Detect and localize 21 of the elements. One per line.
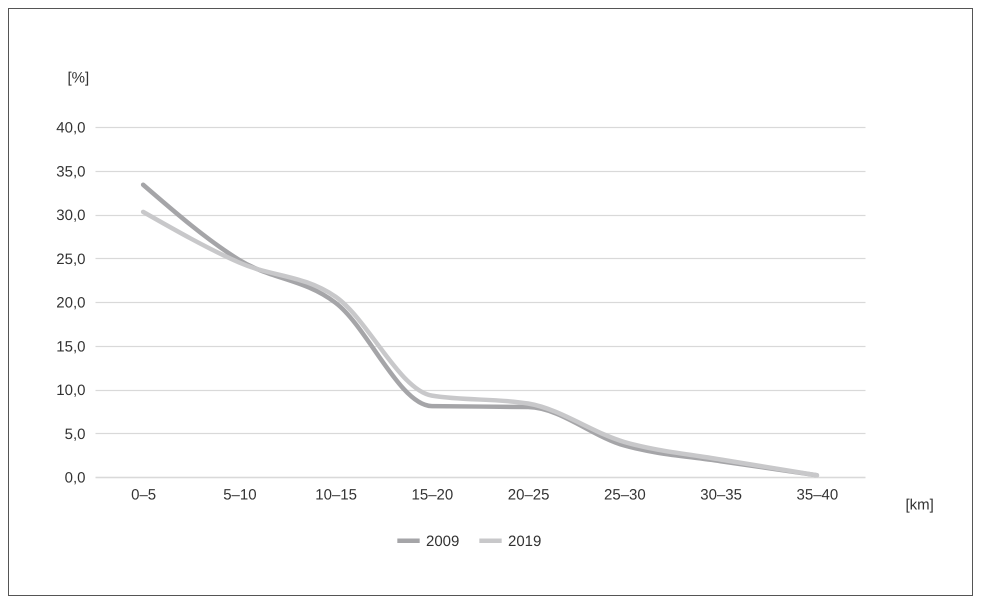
x-tick-label: 10–15 <box>315 486 357 504</box>
y-tick-label: 10,0 <box>56 382 86 399</box>
x-tick-label: 30–35 <box>700 486 742 504</box>
x-tick-label: 35–40 <box>796 486 838 504</box>
x-axis-title: [km] <box>906 496 934 514</box>
y-tick-label: 0,0 <box>64 470 86 486</box>
x-tick-label: 20–25 <box>508 486 550 504</box>
legend-label: 2009 <box>426 532 460 550</box>
y-tick-label: 40,0 <box>56 120 86 136</box>
x-tick-label: 15–20 <box>412 486 454 504</box>
x-tick-label: 25–30 <box>604 486 646 504</box>
y-tick-label: 15,0 <box>56 338 86 356</box>
x-tick-label: 5–10 <box>223 486 257 504</box>
y-tick-label: 25,0 <box>56 250 86 268</box>
y-axis-title: [%] <box>68 70 90 86</box>
legend-label: 2019 <box>508 532 542 550</box>
y-tick-label: 30,0 <box>56 207 86 224</box>
y-tick-label: 5,0 <box>64 426 86 443</box>
y-tick-label: 35,0 <box>56 163 86 180</box>
x-tick-label: 0–5 <box>131 486 156 504</box>
y-tick-label: 20,0 <box>56 294 86 312</box>
